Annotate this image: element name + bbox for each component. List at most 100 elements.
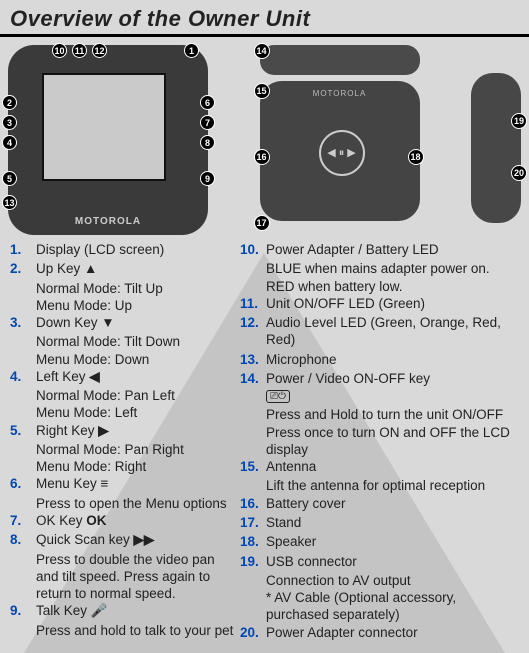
item-number: 13. <box>240 351 266 368</box>
list-item: 18.Speaker <box>240 533 519 550</box>
callout-14: 14 <box>254 43 270 59</box>
key-icon-box: ⎚⏻ <box>266 390 290 403</box>
callout-2: 2 <box>2 95 17 110</box>
list-item: 13.Microphone <box>240 351 519 368</box>
item-text: Right Key ▶ <box>36 422 240 439</box>
item-number: 11. <box>240 295 266 312</box>
item-subline: Normal Mode: Tilt Up <box>10 280 240 297</box>
key-icon: 🎤 <box>91 603 108 618</box>
item-number: 6. <box>10 475 36 492</box>
list-item: 16.Battery cover <box>240 495 519 512</box>
item-number: 16. <box>240 495 266 512</box>
diagram-row: MOTOROLA 10 11 12 1 2 3 4 5 13 6 7 8 9 <box>0 37 529 241</box>
item-subline: Menu Mode: Down <box>10 351 240 368</box>
item-number: 19. <box>240 553 266 570</box>
item-subline: BLUE when mains adapter power on. <box>240 260 519 277</box>
list-item: 11.Unit ON/OFF LED (Green) <box>240 295 519 312</box>
callout-7: 7 <box>200 115 215 130</box>
item-subline: Menu Mode: Left <box>10 404 240 421</box>
device-back: MOTOROLA ◀ ⏸ ▶ <box>260 81 420 221</box>
item-subline: Normal Mode: Pan Right <box>10 441 240 458</box>
item-subline: Connection to AV output <box>240 572 519 589</box>
list-item: 3.Down Key ▼ <box>10 314 240 331</box>
key-icon: OK <box>86 513 106 528</box>
description-columns: 1.Display (LCD screen) 2.Up Key ▲ Normal M… <box>0 241 529 653</box>
list-item: 6.Menu Key ≡ <box>10 475 240 492</box>
list-item: 10.Power Adapter / Battery LED <box>240 241 519 258</box>
list-item: 8.Quick Scan key ▶▶ <box>10 531 240 548</box>
callout-10: 10 <box>52 43 67 58</box>
list-item: 14.Power / Video ON-OFF key⎚⏻ <box>240 370 519 405</box>
callout-4: 4 <box>2 135 17 150</box>
item-subline: RED when battery low. <box>240 278 519 295</box>
item-number: 15. <box>240 458 266 475</box>
key-icon: ≡ <box>101 476 109 491</box>
item-text: Speaker <box>266 533 519 550</box>
right-column: 10.Power Adapter / Battery LED BLUE when … <box>240 241 519 643</box>
item-text: Up Key ▲ <box>36 260 240 277</box>
callout-1: 1 <box>184 43 199 58</box>
callout-19: 19 <box>511 113 527 129</box>
item-text: Power Adapter connector <box>266 624 519 641</box>
item-subline: Menu Mode: Right <box>10 458 240 475</box>
list-item: 2.Up Key ▲ <box>10 260 240 277</box>
list-item: 9.Talk Key 🎤 <box>10 602 240 619</box>
item-number: 14. <box>240 370 266 405</box>
item-text: USB connector <box>266 553 519 570</box>
list-item: 17.Stand <box>240 514 519 531</box>
callout-17: 17 <box>254 215 270 231</box>
callout-3: 3 <box>2 115 17 130</box>
list-item: 7.OK Key OK <box>10 512 240 529</box>
item-subline: Normal Mode: Tilt Down <box>10 333 240 350</box>
item-text: Menu Key ≡ <box>36 475 240 492</box>
item-text: Battery cover <box>266 495 519 512</box>
item-text: Left Key ◀ <box>36 368 240 385</box>
list-item: 4.Left Key ◀ <box>10 368 240 385</box>
brand-label-front: MOTOROLA <box>8 216 208 227</box>
page-title: Overview of the Owner Unit <box>0 0 529 37</box>
list-item: 5.Right Key ▶ <box>10 422 240 439</box>
device-front: MOTOROLA <box>8 45 208 235</box>
item-number: 7. <box>10 512 36 529</box>
list-item: 15.Antenna <box>240 458 519 475</box>
callout-9: 9 <box>200 171 215 186</box>
list-item: 1.Display (LCD screen) <box>10 241 240 258</box>
callout-11: 11 <box>72 43 87 58</box>
callout-12: 12 <box>92 43 107 58</box>
item-text: Audio Level LED (Green, Orange, Red, Red… <box>266 314 519 349</box>
item-subline: Press once to turn ON and OFF the LCD di… <box>240 424 519 459</box>
key-icon: ◀ <box>89 369 99 384</box>
item-subline: * AV Cable (Optional accessory, purchase… <box>240 589 519 624</box>
item-number: 4. <box>10 368 36 385</box>
item-text: Display (LCD screen) <box>36 241 240 258</box>
key-icon: ▼ <box>101 315 114 330</box>
device-side <box>471 73 521 223</box>
callout-20: 20 <box>511 165 527 181</box>
item-subline: Lift the antenna for optimal reception <box>240 477 519 494</box>
item-number: 3. <box>10 314 36 331</box>
item-text: Power / Video ON-OFF key⎚⏻ <box>266 370 519 405</box>
device-top <box>260 45 420 75</box>
item-text: Microphone <box>266 351 519 368</box>
item-text: Stand <box>266 514 519 531</box>
item-text: Quick Scan key ▶▶ <box>36 531 240 548</box>
callout-6: 6 <box>200 95 215 110</box>
callout-18: 18 <box>408 149 424 165</box>
lcd-screen <box>42 73 166 181</box>
item-text: Unit ON/OFF LED (Green) <box>266 295 519 312</box>
item-number: 5. <box>10 422 36 439</box>
callout-13: 13 <box>2 195 17 210</box>
item-subline: Normal Mode: Pan Left <box>10 387 240 404</box>
item-number: 1. <box>10 241 36 258</box>
item-subline: Press to double the video pan and tilt s… <box>10 551 240 603</box>
item-text: Down Key ▼ <box>36 314 240 331</box>
item-number: 10. <box>240 241 266 258</box>
callout-16: 16 <box>254 149 270 165</box>
callout-15: 15 <box>254 83 270 99</box>
item-text: OK Key OK <box>36 512 240 529</box>
item-subline: Menu Mode: Up <box>10 297 240 314</box>
callout-5: 5 <box>2 171 17 186</box>
list-item: 12.Audio Level LED (Green, Orange, Red, … <box>240 314 519 349</box>
list-item: 20.Power Adapter connector <box>240 624 519 641</box>
back-speaker-circle: ◀ ⏸ ▶ <box>319 130 365 176</box>
